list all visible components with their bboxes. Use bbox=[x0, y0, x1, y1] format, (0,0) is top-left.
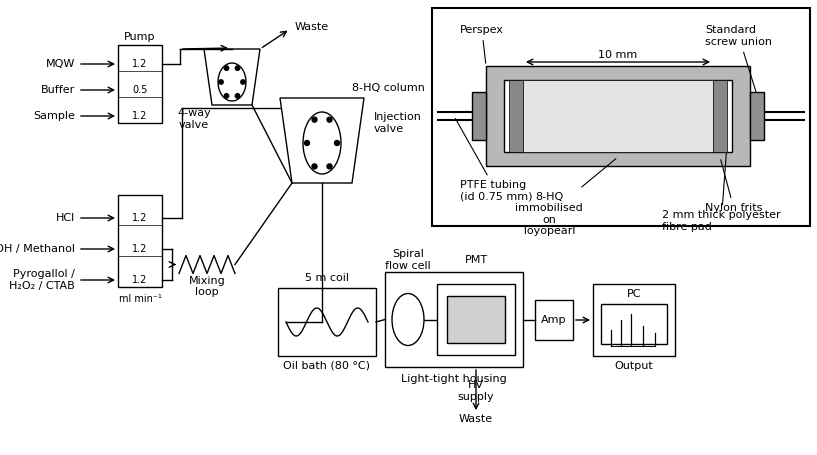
Text: 1.2: 1.2 bbox=[132, 59, 148, 69]
Circle shape bbox=[312, 164, 317, 169]
Circle shape bbox=[312, 117, 317, 122]
Circle shape bbox=[235, 66, 239, 71]
Circle shape bbox=[219, 80, 223, 84]
Text: Waste: Waste bbox=[459, 414, 493, 424]
Bar bbox=[118, 45, 162, 123]
Bar bbox=[437, 284, 515, 355]
Bar bbox=[593, 284, 675, 356]
Ellipse shape bbox=[218, 63, 246, 101]
Text: NaOH / Methanol: NaOH / Methanol bbox=[0, 244, 75, 254]
Text: HV
supply: HV supply bbox=[458, 380, 494, 402]
Bar bbox=[750, 92, 764, 140]
Text: Output: Output bbox=[614, 361, 654, 371]
Text: PTFE tubing
(id 0.75 mm): PTFE tubing (id 0.75 mm) bbox=[455, 118, 533, 202]
Text: PMT: PMT bbox=[464, 255, 488, 265]
Text: 8-HQ
immobilised
on
Toyopearl: 8-HQ immobilised on Toyopearl bbox=[516, 159, 616, 237]
Circle shape bbox=[235, 94, 239, 98]
Text: 0.5: 0.5 bbox=[132, 85, 148, 95]
Ellipse shape bbox=[303, 112, 341, 174]
Text: Mixing
loop: Mixing loop bbox=[189, 276, 225, 297]
Text: 2.5 mm: 2.5 mm bbox=[596, 111, 640, 121]
Ellipse shape bbox=[392, 293, 424, 345]
Text: 1.2: 1.2 bbox=[132, 111, 148, 121]
Text: ml min⁻¹: ml min⁻¹ bbox=[118, 294, 162, 304]
Circle shape bbox=[327, 164, 332, 169]
Circle shape bbox=[334, 141, 340, 146]
Circle shape bbox=[305, 141, 310, 146]
Circle shape bbox=[241, 80, 245, 84]
Bar bbox=[509, 80, 523, 152]
Text: 8-HQ column: 8-HQ column bbox=[352, 83, 425, 93]
Text: 1.2: 1.2 bbox=[132, 244, 148, 254]
Text: 5 m coil: 5 m coil bbox=[305, 273, 349, 283]
Bar bbox=[278, 288, 376, 356]
Text: Perspex: Perspex bbox=[460, 25, 504, 63]
Text: Oil bath (80 °C): Oil bath (80 °C) bbox=[283, 361, 370, 371]
Text: 1.2: 1.2 bbox=[132, 213, 148, 223]
Bar bbox=[118, 195, 162, 287]
Text: Pyrogallol /
H₂O₂ / CTAB: Pyrogallol / H₂O₂ / CTAB bbox=[9, 269, 75, 291]
Bar bbox=[713, 80, 727, 152]
Bar bbox=[601, 304, 667, 344]
Text: Pump: Pump bbox=[124, 32, 156, 42]
Text: Spiral
flow cell: Spiral flow cell bbox=[385, 249, 431, 271]
Text: Buffer: Buffer bbox=[41, 85, 75, 95]
Bar bbox=[504, 80, 732, 152]
Circle shape bbox=[225, 94, 229, 98]
Text: MQW: MQW bbox=[46, 59, 75, 69]
Text: 2 mm thick polyester
fibre pad: 2 mm thick polyester fibre pad bbox=[662, 147, 780, 232]
Text: 1.2: 1.2 bbox=[132, 275, 148, 285]
Circle shape bbox=[225, 66, 229, 71]
Bar bbox=[535, 300, 573, 340]
Circle shape bbox=[327, 117, 332, 122]
Bar bbox=[486, 66, 750, 166]
Bar bbox=[385, 272, 523, 367]
Polygon shape bbox=[204, 49, 260, 105]
Text: Amp: Amp bbox=[541, 315, 567, 325]
Text: Standard
screw union: Standard screw union bbox=[705, 25, 772, 92]
Polygon shape bbox=[280, 98, 364, 183]
Text: Sample: Sample bbox=[33, 111, 75, 121]
Text: 4-way
valve: 4-way valve bbox=[177, 108, 211, 130]
Text: 10 mm: 10 mm bbox=[598, 50, 637, 60]
Text: Light-tight housing: Light-tight housing bbox=[401, 374, 507, 384]
Bar bbox=[447, 296, 505, 343]
Text: Waste: Waste bbox=[295, 22, 329, 32]
Text: HCl: HCl bbox=[56, 213, 75, 223]
Text: Nylon frits: Nylon frits bbox=[705, 160, 762, 213]
Bar bbox=[523, 80, 713, 152]
Text: PC: PC bbox=[627, 289, 641, 299]
Text: Injection
valve: Injection valve bbox=[374, 112, 422, 134]
Bar bbox=[472, 92, 486, 140]
Bar bbox=[432, 8, 810, 226]
